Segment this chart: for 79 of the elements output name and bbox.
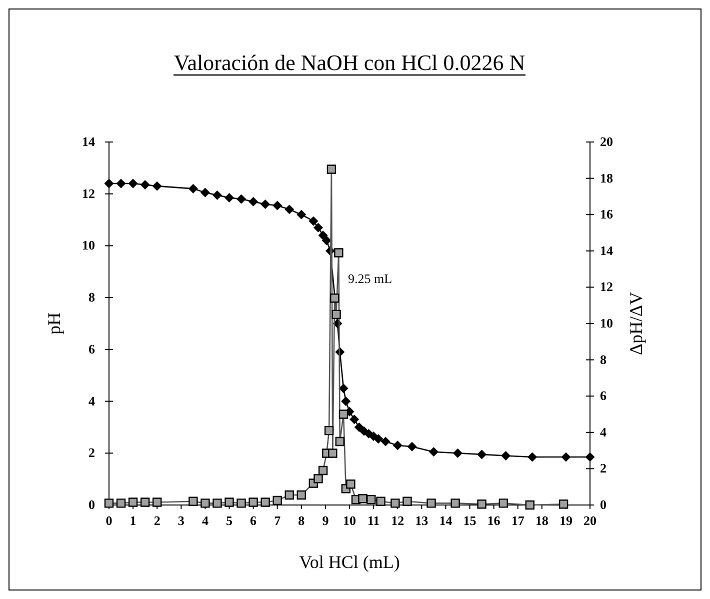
y2-tick-label: 18 (600, 170, 614, 186)
point (341, 396, 351, 406)
point (212, 190, 222, 200)
point (152, 181, 162, 191)
point (116, 178, 126, 188)
y-tick-label: 14 (82, 134, 96, 149)
point (501, 450, 511, 460)
y-tick-label: 4 (88, 393, 96, 408)
point (322, 236, 332, 246)
point (248, 196, 258, 206)
point (318, 230, 328, 240)
x-tick-label: 2 (154, 513, 160, 528)
y2-tick-label: 4 (600, 424, 607, 440)
point (308, 216, 318, 226)
x-tick-label: 13 (415, 513, 429, 528)
y2-tick-label: 16 (600, 206, 614, 222)
y-tick-label: 0 (88, 497, 95, 512)
y-tick-label: 8 (88, 290, 96, 305)
point (236, 194, 246, 204)
point (350, 414, 360, 424)
y2-tick-label: 8 (600, 352, 607, 367)
point (561, 452, 571, 462)
point (477, 450, 487, 460)
x-tick-label: 14 (439, 513, 453, 528)
x-tick-label: 15 (463, 513, 477, 528)
y2-tick-label: 12 (600, 279, 613, 294)
x-tick-label: 4 (202, 513, 209, 528)
x-tick-label: 18 (535, 513, 549, 528)
y-tick-label: 6 (88, 341, 96, 356)
x-tick-label: 9 (322, 513, 330, 528)
x-tick-label: 3 (178, 513, 185, 528)
point (224, 192, 234, 202)
point (200, 188, 210, 198)
point (338, 384, 348, 394)
point (188, 184, 198, 194)
x-tick-label: 10 (343, 513, 356, 528)
y-tick-label: 2 (88, 445, 95, 460)
point (260, 199, 270, 209)
y-tick-label: 10 (82, 238, 95, 253)
y2-axis-title: ΔpH/ΔV (626, 292, 646, 356)
chart-title: Valoración de NaOH con HCl 0.0226 N (174, 50, 526, 75)
y2-tick-label: 20 (600, 134, 613, 149)
point (380, 436, 390, 446)
point (428, 447, 438, 457)
y-tick-label: 12 (82, 186, 95, 201)
point (104, 178, 114, 188)
x-tick-label: 8 (298, 513, 306, 528)
x-tick-label: 20 (584, 513, 596, 528)
point (392, 440, 402, 450)
y2-tick-label: 2 (600, 460, 606, 476)
y2-tick-label: 14 (600, 242, 614, 258)
point (313, 222, 323, 232)
point (354, 422, 364, 432)
x-tick-label: 19 (559, 513, 573, 528)
x-tick-label: 0 (106, 513, 112, 528)
x-tick-label: 11 (367, 513, 380, 528)
y2-tick-label: 10 (600, 316, 613, 330)
point (272, 200, 282, 210)
point (528, 452, 538, 462)
y2-tick-label: 0 (600, 497, 606, 512)
point (407, 442, 417, 452)
point (140, 180, 150, 190)
x-axis-title: Vol HCl (mL) (299, 552, 400, 572)
x-tick-label: 16 (487, 513, 501, 528)
point (128, 178, 138, 188)
x-tick-label: 5 (226, 513, 233, 528)
y-axis-title: pH (44, 312, 64, 334)
x-tick-label: 1 (130, 513, 136, 528)
x-tick-label: 6 (250, 513, 258, 528)
x-tick-label: 7 (274, 513, 282, 528)
point (284, 204, 294, 214)
y2-tick-label: 6 (600, 388, 607, 404)
point (452, 448, 462, 458)
point (585, 452, 595, 462)
point (374, 434, 384, 444)
x-tick-label: 17 (511, 513, 525, 528)
x-tick-label: 12 (391, 513, 404, 528)
point (296, 210, 306, 220)
annotation: 9.25 mL (348, 271, 392, 286)
